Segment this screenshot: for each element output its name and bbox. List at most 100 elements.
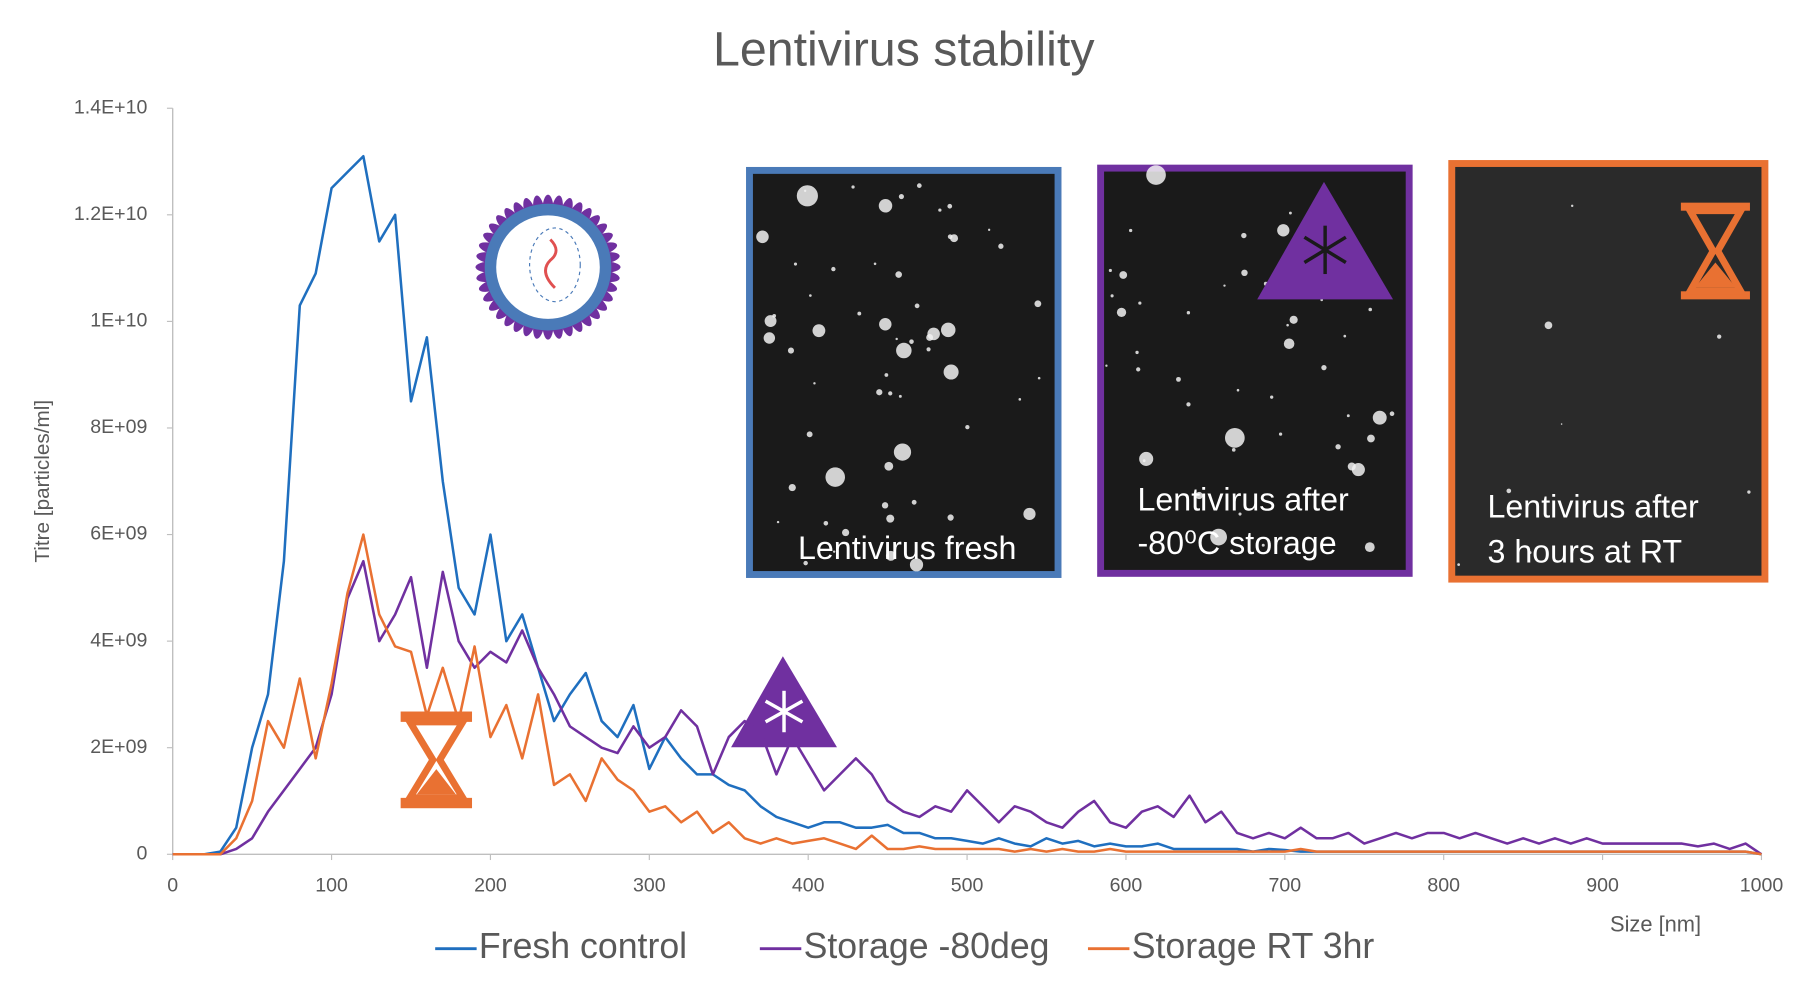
particle xyxy=(1288,211,1292,215)
x-tick-label: 0 xyxy=(167,875,178,897)
panel-label: 3 hours at RT xyxy=(1487,533,1682,569)
particle xyxy=(787,347,794,354)
particle xyxy=(1570,204,1574,208)
hourglass-icon-small xyxy=(1680,202,1750,300)
particle xyxy=(1231,448,1236,452)
particle xyxy=(927,327,940,341)
particle xyxy=(1335,444,1341,450)
y-tick-label: 4E+09 xyxy=(90,629,147,651)
particle xyxy=(806,431,813,438)
x-tick-label: 600 xyxy=(1110,875,1143,897)
particle xyxy=(1261,543,1265,547)
legend-label: Storage -80deg xyxy=(804,926,1050,966)
particle-dots xyxy=(756,165,1751,572)
particle xyxy=(796,185,818,207)
virus-membrane xyxy=(484,203,612,331)
particle xyxy=(1195,491,1203,500)
particle xyxy=(898,194,904,200)
particle xyxy=(788,483,796,492)
particle xyxy=(878,199,893,213)
particle xyxy=(1110,294,1114,298)
particle xyxy=(1368,307,1373,312)
particle xyxy=(1146,165,1166,185)
particle xyxy=(987,228,991,231)
particle xyxy=(803,560,808,566)
particle xyxy=(825,467,845,487)
particle xyxy=(886,514,895,523)
particle xyxy=(1717,334,1722,339)
x-tick-label: 100 xyxy=(315,875,348,897)
particle xyxy=(803,189,807,193)
particle xyxy=(842,528,850,537)
particle xyxy=(1506,488,1512,494)
particle xyxy=(943,364,959,380)
particle xyxy=(1367,434,1375,443)
particle xyxy=(857,311,862,316)
x-tick-label: 900 xyxy=(1586,875,1619,897)
x-tick-label: 1000 xyxy=(1740,875,1784,897)
particle xyxy=(895,271,902,278)
y-tick-label: 6E+09 xyxy=(90,523,147,545)
virus-core xyxy=(529,227,581,303)
particle xyxy=(884,461,894,471)
particle xyxy=(1105,364,1108,367)
particle xyxy=(947,514,954,521)
particle xyxy=(885,550,896,561)
y-tick-label: 1E+10 xyxy=(90,310,147,332)
particle xyxy=(1223,284,1226,287)
particle xyxy=(831,266,836,272)
legend-label: Fresh control xyxy=(479,926,687,966)
particle xyxy=(1278,432,1283,436)
y-axis-label: Titre [particles/ml] xyxy=(31,400,54,563)
particle xyxy=(1128,228,1133,233)
y-tick-label: 0 xyxy=(136,842,147,864)
particle xyxy=(911,499,917,505)
particle xyxy=(941,322,956,338)
particle xyxy=(893,443,912,461)
particle xyxy=(947,234,953,240)
particle xyxy=(1241,232,1247,239)
particle xyxy=(1139,451,1154,466)
image-panel-fresh xyxy=(746,166,1062,578)
particle xyxy=(884,373,889,377)
particle xyxy=(813,382,816,385)
particle xyxy=(898,394,902,398)
image-panel-frozen xyxy=(1097,164,1413,577)
particle xyxy=(1176,376,1181,382)
particle xyxy=(938,208,942,212)
x-tick-label: 400 xyxy=(792,875,825,897)
panel-label: Lentivirus after xyxy=(1487,488,1699,524)
particle xyxy=(1289,315,1298,324)
particle xyxy=(1528,551,1532,555)
particle xyxy=(1116,307,1127,318)
image-panel-rt xyxy=(1448,160,1769,583)
particle xyxy=(1135,350,1139,355)
hourglass-icon xyxy=(400,711,473,809)
virus-rna xyxy=(544,238,558,289)
particle xyxy=(1283,338,1295,350)
particle xyxy=(888,391,893,396)
particle xyxy=(832,550,836,553)
particle xyxy=(1018,398,1022,401)
particle xyxy=(1034,300,1042,308)
particle xyxy=(1224,428,1245,448)
particle xyxy=(1270,395,1274,399)
particle xyxy=(793,262,798,266)
panel-label: -80⁰C storage xyxy=(1137,525,1336,561)
particle xyxy=(1364,542,1375,553)
x-tick-label: 500 xyxy=(951,875,984,897)
snowflake-icon xyxy=(731,656,837,748)
particle xyxy=(812,324,826,338)
particle xyxy=(916,183,922,188)
particle xyxy=(1343,334,1347,338)
particle xyxy=(1321,364,1327,371)
particle xyxy=(1108,268,1112,273)
particle xyxy=(879,318,892,331)
particle xyxy=(1023,507,1036,521)
particle xyxy=(1544,321,1553,330)
particle xyxy=(998,243,1004,249)
particle xyxy=(895,337,898,341)
particle xyxy=(1351,463,1365,477)
particle xyxy=(764,315,777,327)
